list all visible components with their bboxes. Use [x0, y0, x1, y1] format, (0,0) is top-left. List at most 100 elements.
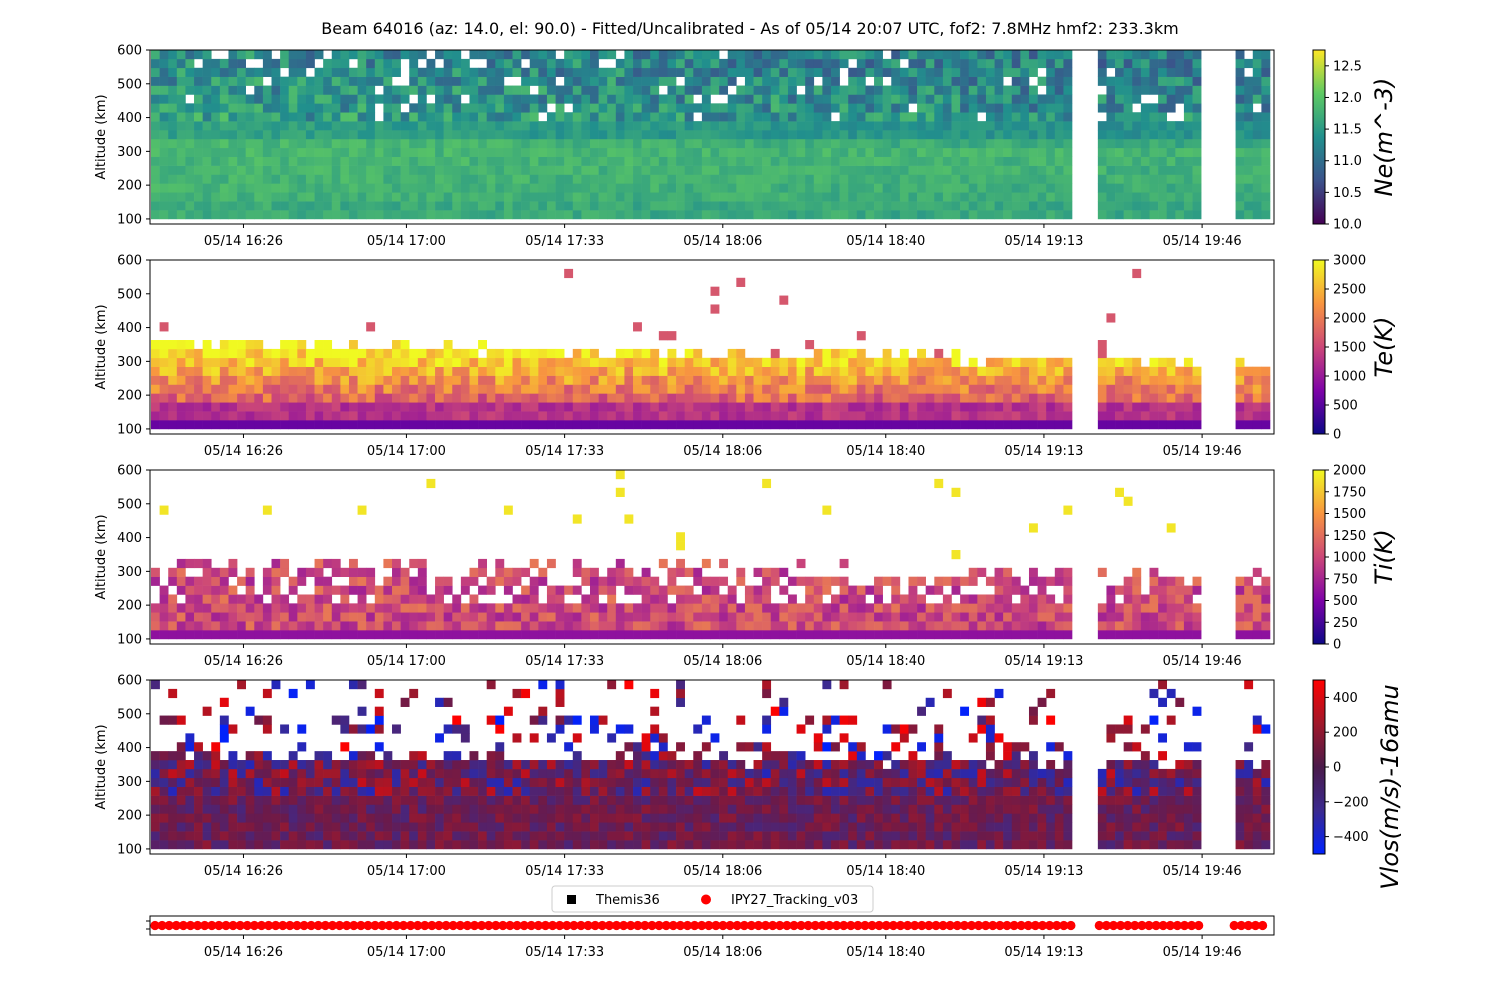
heatmap-cell	[538, 147, 548, 157]
heatmap-cell	[219, 201, 229, 211]
heatmap-cell	[400, 567, 410, 577]
heatmap-cell	[486, 680, 496, 690]
heatmap-cell	[478, 210, 487, 220]
heatmap-cell	[822, 402, 832, 412]
heatmap-cell	[1054, 50, 1064, 60]
heatmap-cell	[1063, 192, 1073, 202]
heatmap-cell	[1011, 67, 1021, 77]
heatmap-cell	[615, 831, 625, 841]
heatmap-cell	[185, 612, 195, 622]
heatmap-cell	[400, 760, 410, 770]
heatmap-cell	[271, 85, 281, 95]
heatmap-cell	[521, 813, 531, 823]
heatmap-cell	[219, 103, 229, 113]
heatmap-cell	[589, 366, 599, 376]
heatmap-cell	[917, 603, 926, 613]
heatmap-cell	[486, 804, 496, 814]
heatmap-cell	[151, 138, 160, 149]
heatmap-cell	[839, 165, 849, 175]
heatmap-cell	[762, 594, 772, 604]
heatmap-cell	[374, 612, 384, 622]
heatmap-cell	[581, 366, 591, 376]
heatmap-cell	[615, 210, 625, 220]
heatmap-cell	[1123, 496, 1133, 506]
heatmap-cell	[288, 777, 298, 787]
heatmap-cell	[701, 103, 711, 113]
heatmap-cell	[185, 340, 195, 350]
heatmap-cell	[392, 192, 401, 202]
heatmap-cell	[1115, 357, 1124, 367]
heatmap-cell	[546, 174, 556, 184]
heatmap-cell	[185, 621, 195, 631]
heatmap-cell	[348, 822, 358, 832]
heatmap-cell	[417, 348, 427, 359]
heatmap-cell	[323, 384, 333, 394]
heatmap-cell	[1261, 420, 1271, 430]
heatmap-cell	[443, 768, 453, 779]
heatmap-cell	[633, 621, 642, 631]
heatmap-cell	[1166, 85, 1176, 95]
heatmap-cell	[960, 156, 970, 166]
heatmap-cell	[280, 402, 290, 412]
heatmap-cell	[262, 715, 272, 725]
heatmap-cell	[977, 76, 987, 86]
heatmap-cell	[443, 393, 453, 403]
heatmap-cell	[271, 558, 281, 569]
heatmap-cell	[770, 183, 780, 193]
heatmap-cell	[762, 621, 772, 631]
heatmap-cell	[383, 760, 393, 770]
heatmap-cell	[1244, 585, 1254, 595]
heatmap-cell	[245, 630, 255, 640]
heatmap-cell	[443, 201, 453, 211]
heatmap-cell	[951, 174, 961, 184]
heatmap-cell	[1261, 130, 1271, 140]
heatmap-cell	[443, 103, 453, 113]
heatmap-cell	[1175, 576, 1185, 586]
heatmap-cell	[624, 375, 634, 385]
heatmap-cell	[1166, 612, 1176, 622]
heatmap-cell	[779, 138, 789, 149]
heatmap-cell	[891, 50, 901, 60]
heatmap-cell	[1028, 174, 1038, 184]
heatmap-cell	[1115, 612, 1124, 622]
heatmap-cell	[478, 402, 487, 412]
heatmap-cell	[650, 576, 660, 586]
heatmap-cell	[237, 822, 246, 832]
heatmap-cell	[960, 210, 970, 220]
heatmap-cell	[435, 402, 444, 412]
heatmap-cell	[1166, 523, 1176, 533]
heatmap-cell	[977, 183, 987, 193]
heatmap-cell	[1132, 174, 1142, 184]
heatmap-cell	[254, 804, 264, 814]
heatmap-cell	[607, 411, 617, 421]
heatmap-cell	[262, 585, 272, 595]
heatmap-cell	[417, 147, 427, 157]
heatmap-cell	[176, 760, 186, 770]
heatmap-cell	[676, 121, 685, 131]
heatmap-cell	[1140, 621, 1150, 631]
heatmap-cell	[555, 612, 565, 622]
heatmap-cell	[865, 85, 875, 95]
heatmap-cell	[1123, 103, 1133, 113]
heatmap-cell	[409, 822, 419, 832]
heatmap-cell	[452, 411, 462, 421]
heatmap-cell	[185, 594, 195, 604]
heatmap-cell	[245, 121, 255, 131]
heatmap-cell	[951, 50, 961, 60]
heatmap-cell	[744, 94, 754, 104]
heatmap-cell	[1158, 594, 1168, 604]
heatmap-cell	[460, 192, 470, 202]
heatmap-cell	[262, 724, 272, 734]
heatmap-cell	[701, 165, 711, 175]
heatmap-cell	[340, 165, 350, 175]
heatmap-cell	[908, 147, 918, 157]
heatmap-cell	[271, 174, 281, 184]
heatmap-cell	[891, 67, 901, 77]
heatmap-cell	[710, 210, 720, 220]
heatmap-cell	[581, 760, 591, 770]
heatmap-cell	[822, 130, 832, 140]
heatmap-cell	[762, 201, 772, 211]
heatmap-cell	[331, 121, 341, 131]
heatmap-cell	[1192, 210, 1202, 220]
heatmap-cell	[796, 165, 806, 175]
